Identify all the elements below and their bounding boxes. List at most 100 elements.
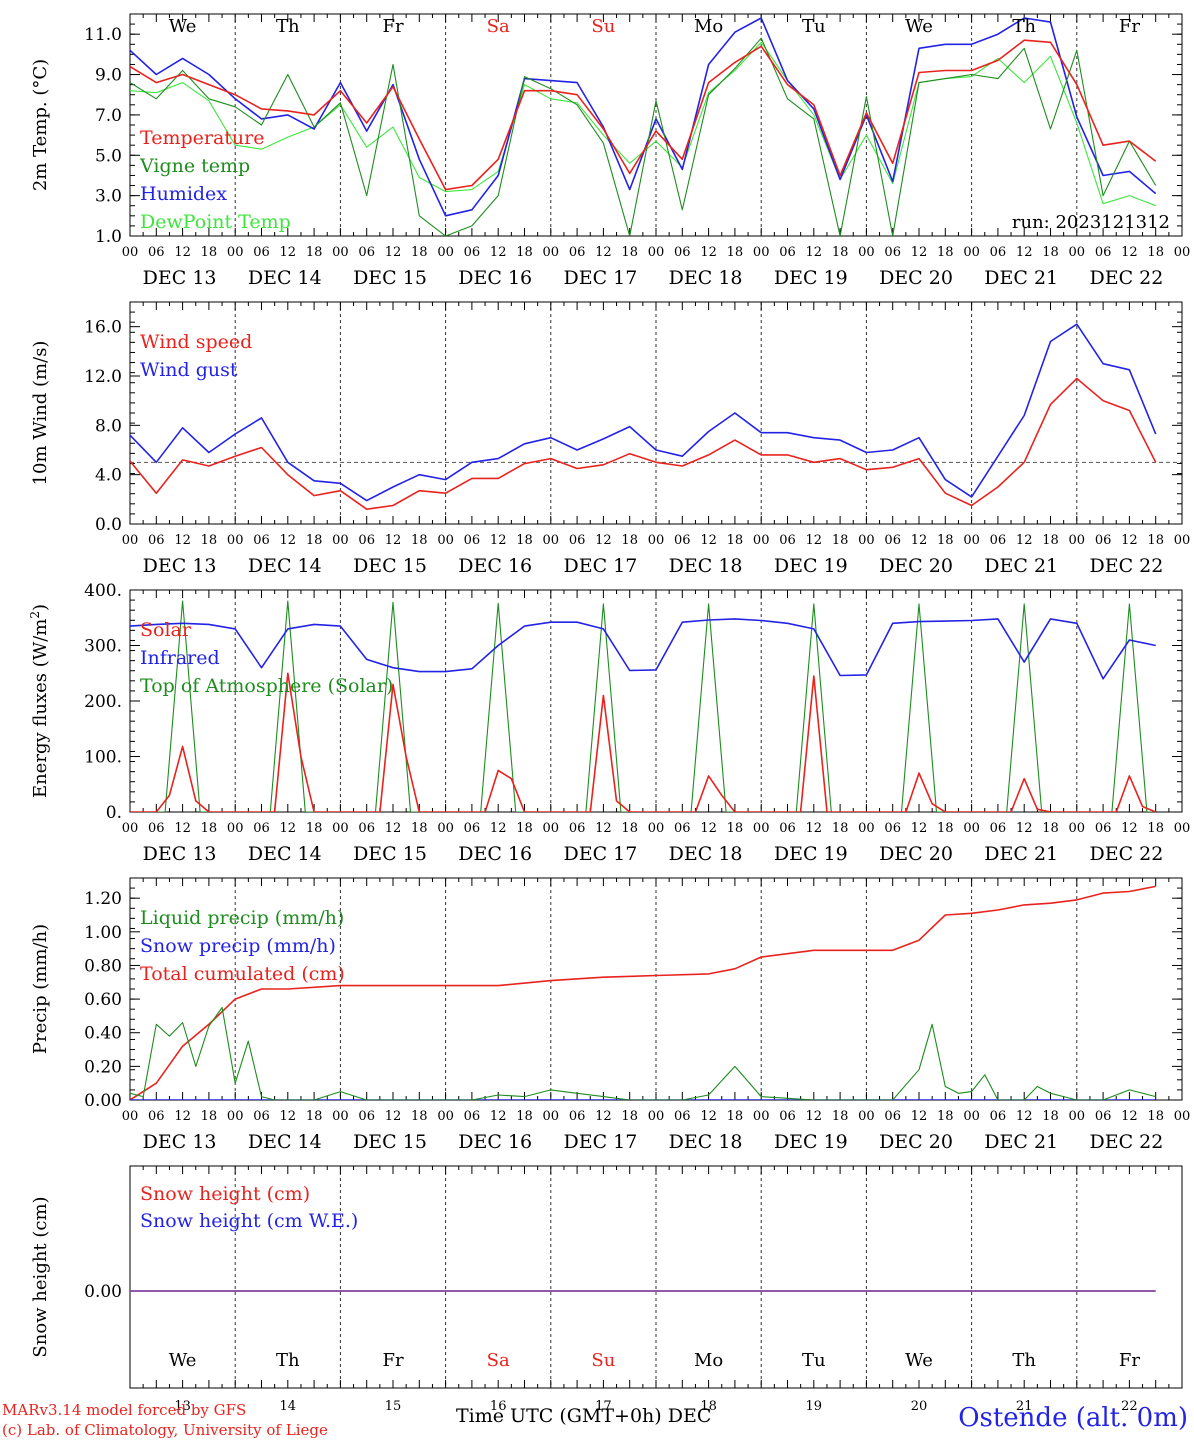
x-ticks: [129, 14, 1183, 236]
hour-tick-label: 00: [1174, 533, 1191, 548]
series-line: [130, 41, 1156, 207]
hour-tick-label: 18: [1147, 1109, 1164, 1124]
hour-tick-label: 00: [1174, 1109, 1191, 1124]
y-axis: 0.0 4.0 8.0 12.0 16.0: [84, 301, 1182, 535]
hour-tick-label: 18: [306, 533, 323, 548]
date-label: DEC 16: [458, 555, 532, 577]
date-label: DEC 21: [984, 843, 1058, 865]
hour-tick-label: 00: [648, 1109, 665, 1124]
y-axis-title: 10m Wind (m/s): [30, 341, 51, 486]
date-label: DEC 20: [879, 267, 953, 289]
hour-tick-label: 06: [464, 1109, 481, 1124]
hour-tick-label: 06: [1095, 245, 1112, 260]
hour-tick-label: 00: [227, 533, 244, 548]
hour-tick-label: 06: [569, 821, 586, 836]
hour-tick-label: 12: [280, 533, 297, 548]
hour-tick-label: 06: [1095, 821, 1112, 836]
hour-tick-label: 00: [332, 533, 349, 548]
date-label: DEC 15: [353, 267, 427, 289]
day-name: Tu: [802, 16, 826, 37]
hour-tick-label: 00: [648, 245, 665, 260]
y-tick-label: 0.80: [84, 956, 122, 976]
series-line: [130, 618, 1156, 680]
hour-tick-label: 06: [779, 1109, 796, 1124]
y-tick-label: 1.00: [84, 923, 122, 943]
hour-tick-label: 12: [911, 245, 928, 260]
hour-tick-label: 12: [385, 1109, 402, 1124]
hour-tick-label: 00: [648, 821, 665, 836]
y-tick-label: 0.00: [84, 1282, 122, 1302]
hour-tick-label: 06: [990, 533, 1007, 548]
hour-tick-label: 12: [1016, 821, 1033, 836]
hour-tick-label: 12: [174, 821, 191, 836]
hour-tick-label: 18: [1042, 533, 1059, 548]
hour-tick-label: 00: [858, 245, 875, 260]
hour-tick-label: 00: [543, 821, 560, 836]
day-name: Sa: [487, 16, 510, 37]
hour-tick-label: 12: [1121, 533, 1138, 548]
panel-energy: 0. 100. 200. 300. 400. Energy fluxes (W/m2) So…: [28, 581, 1190, 865]
hour-tick-label: 18: [516, 533, 533, 548]
hour-tick-label: 06: [674, 821, 691, 836]
y-tick-label: 0.00: [84, 1091, 122, 1111]
hour-tick-label: 00: [543, 1109, 560, 1124]
hour-tick-label: 06: [253, 245, 270, 260]
y-axis: 0.00: [84, 1282, 140, 1302]
hour-tick-label: 12: [700, 533, 717, 548]
hour-tick-label: 00: [753, 533, 770, 548]
hour-tick-label: 12: [1121, 821, 1138, 836]
y-axis-title: Precip (mm/h): [30, 924, 51, 1054]
day-number: 13: [174, 1399, 191, 1414]
hour-tick-label: 00: [858, 533, 875, 548]
hour-tick-label: 00: [963, 821, 980, 836]
y-axis: 1.0 3.0 5.0 7.0 9.0 11.0: [84, 13, 1182, 247]
legend-entry: Snow height (cm): [140, 1183, 310, 1205]
hour-tick-label: 00: [1069, 821, 1086, 836]
hour-tick-label: 18: [621, 245, 638, 260]
legend: Liquid precip (mm/h) Snow precip (mm/h) To…: [140, 907, 345, 985]
day-number: 22: [1121, 1399, 1138, 1414]
day-name: We: [905, 1350, 933, 1371]
hour-tick-label: 12: [806, 821, 823, 836]
hour-tick-label: 00: [1174, 245, 1191, 260]
day-name: We: [169, 1350, 197, 1371]
hour-tick-label: 12: [806, 245, 823, 260]
hour-tick-label: 18: [201, 821, 218, 836]
legend-entry: Solar: [140, 619, 192, 641]
hour-tick-label: 18: [727, 533, 744, 548]
date-label: DEC 13: [143, 267, 217, 289]
series-line: [130, 377, 1157, 511]
hour-tick-label: 18: [201, 533, 218, 548]
y-axis: 0. 100. 200. 300. 400.: [84, 581, 1182, 823]
hour-tick-label: 18: [727, 245, 744, 260]
hour-tick-label: 06: [990, 1109, 1007, 1124]
panel-precip: 0.00 0.20 0.40 0.60 0.80 1.00 1.20 Precip (mm/h…: [30, 877, 1191, 1153]
hour-tick-label: 06: [990, 245, 1007, 260]
hour-tick-label: 00: [437, 245, 454, 260]
hour-tick-label: 06: [464, 533, 481, 548]
date-label: DEC 21: [984, 1131, 1058, 1153]
series-line: [130, 37, 1157, 236]
y-tick-label: 0.20: [84, 1057, 122, 1077]
legend-entry: Wind gust: [140, 359, 238, 381]
hour-tick-label: 18: [621, 1109, 638, 1124]
date-label: DEC 21: [984, 555, 1058, 577]
day-name: Mo: [694, 1350, 723, 1371]
day-name: Fr: [1119, 1350, 1140, 1371]
day-name: Th: [276, 1350, 300, 1371]
hour-tick-label: 06: [779, 821, 796, 836]
day-number: 19: [806, 1399, 823, 1414]
y-tick-label: 16.0: [84, 318, 122, 338]
day-name: Tu: [802, 1350, 826, 1371]
day-name: Fr: [1119, 16, 1140, 37]
hour-tick-label: 12: [806, 1109, 823, 1124]
station-label: Ostende (alt. 0m): [958, 1403, 1188, 1433]
hour-tick-label: 00: [543, 245, 560, 260]
hour-tick-label: 00: [437, 533, 454, 548]
hour-tick-label: 12: [1016, 1109, 1033, 1124]
hour-tick-label: 18: [937, 1109, 954, 1124]
hour-tick-label: 18: [516, 245, 533, 260]
hour-tick-label: 18: [1147, 821, 1164, 836]
hour-tick-label: 18: [832, 245, 849, 260]
